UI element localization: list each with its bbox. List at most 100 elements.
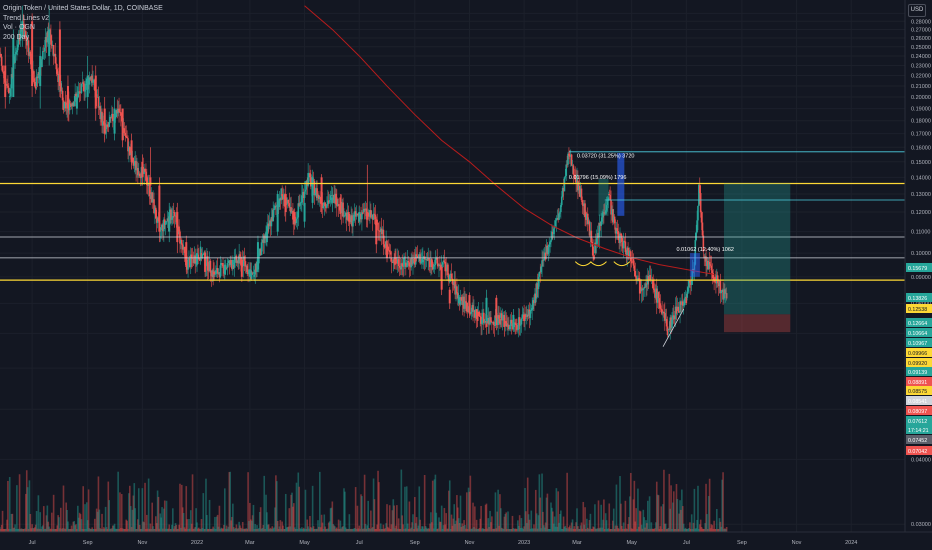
volume-bar xyxy=(544,522,547,532)
volume-bar xyxy=(264,528,266,532)
legend-volume[interactable]: Vol · OGN xyxy=(3,24,35,31)
volume-bar xyxy=(463,520,465,532)
candle-body xyxy=(700,212,703,223)
price-label-box xyxy=(906,435,932,444)
candle-body xyxy=(270,217,273,227)
candle-body xyxy=(720,291,723,294)
volume-bar xyxy=(177,528,179,532)
candle-body xyxy=(361,212,363,220)
volume-bar xyxy=(96,511,99,532)
candle-body xyxy=(381,229,384,235)
price-label-box xyxy=(906,348,932,357)
volume-bar xyxy=(258,511,261,532)
volume-bar xyxy=(659,526,662,532)
candle-body xyxy=(655,288,658,303)
volume-bar xyxy=(27,528,30,532)
volume-bar xyxy=(25,470,28,532)
candle-body xyxy=(698,184,700,206)
volume-bar xyxy=(294,528,297,532)
volume-bar xyxy=(510,528,513,532)
x-tick-label: Mar xyxy=(572,540,582,546)
volume-bar xyxy=(77,505,79,532)
volume-bar xyxy=(240,527,242,532)
volume-bar xyxy=(686,528,689,532)
volume-bar xyxy=(303,528,306,532)
candle-body xyxy=(149,177,152,186)
candle-body xyxy=(638,277,640,280)
volume-bar xyxy=(466,528,469,532)
candle-body xyxy=(23,23,25,36)
candle-body xyxy=(716,275,719,283)
candle-body xyxy=(573,174,576,176)
volume-bar xyxy=(32,528,34,532)
volume-bar xyxy=(112,525,115,532)
volume-bar xyxy=(410,527,413,532)
candle-body xyxy=(583,203,585,206)
candle-body xyxy=(327,200,330,203)
volume-bar xyxy=(692,522,695,532)
legend-ma[interactable]: 200 Day xyxy=(3,33,30,41)
candle-body xyxy=(147,183,150,186)
volume-bar xyxy=(304,489,307,532)
candle-body xyxy=(135,160,137,171)
currency-button[interactable]: USD xyxy=(908,4,926,17)
price-label: 0.10967 xyxy=(908,341,927,347)
volume-bar xyxy=(640,524,643,532)
candle-body xyxy=(402,266,404,267)
candle-body xyxy=(373,213,376,215)
volume-bar xyxy=(397,518,400,532)
volume-bar xyxy=(720,526,723,532)
volume-bar xyxy=(202,493,205,532)
candle-body xyxy=(322,205,325,209)
volume-bar xyxy=(453,504,456,532)
volume-bar xyxy=(439,521,441,532)
candle-body xyxy=(33,71,35,82)
volume-bar xyxy=(270,528,273,532)
volume-bar xyxy=(291,492,293,532)
volume-bar xyxy=(348,514,351,532)
volume-bar xyxy=(423,474,426,532)
volume-bar xyxy=(541,473,543,532)
candle-body xyxy=(415,254,418,257)
candle-body xyxy=(37,71,40,79)
candle-body xyxy=(117,108,119,114)
measure-label: 0.01062 (12.40%) 1062 xyxy=(676,247,734,253)
candle-body xyxy=(645,283,647,288)
volume-bar xyxy=(164,528,167,532)
legend-trend-lines[interactable]: Trend Lines v2 xyxy=(3,14,50,22)
candle-body xyxy=(662,311,664,314)
candle-body xyxy=(70,104,73,107)
volume-bar xyxy=(140,528,143,532)
volume-bar xyxy=(643,517,646,532)
candle-body xyxy=(507,324,509,327)
candle-body xyxy=(289,207,292,208)
volume-bar xyxy=(610,528,612,532)
y-tick-label: 0.28000 xyxy=(911,19,931,25)
position-target-zone xyxy=(723,183,791,315)
candle-body xyxy=(520,318,523,325)
volume-bar xyxy=(242,528,245,532)
candle-body xyxy=(102,121,104,126)
legend-symbol[interactable]: Origin Token / United States Dollar, 1D,… xyxy=(3,5,163,12)
candle-body xyxy=(204,253,207,272)
candle-body xyxy=(612,216,615,223)
candle-body xyxy=(191,258,194,259)
volume-bar xyxy=(57,515,59,532)
volume-bar xyxy=(267,524,270,532)
volume-bar xyxy=(592,526,594,532)
candle-body xyxy=(297,203,300,218)
volume-bar xyxy=(43,528,46,532)
volume-bar xyxy=(615,484,618,532)
candle-body xyxy=(608,194,611,195)
volume-bar xyxy=(664,523,667,532)
volume-bar xyxy=(168,524,171,532)
volume-bar xyxy=(511,515,514,532)
volume-bar xyxy=(621,525,623,532)
candle-body xyxy=(633,265,636,271)
volume-bar xyxy=(697,485,699,532)
candle-body xyxy=(178,226,180,232)
candle-body xyxy=(396,261,398,264)
candle-body xyxy=(369,210,371,217)
volume-bar xyxy=(646,523,648,532)
